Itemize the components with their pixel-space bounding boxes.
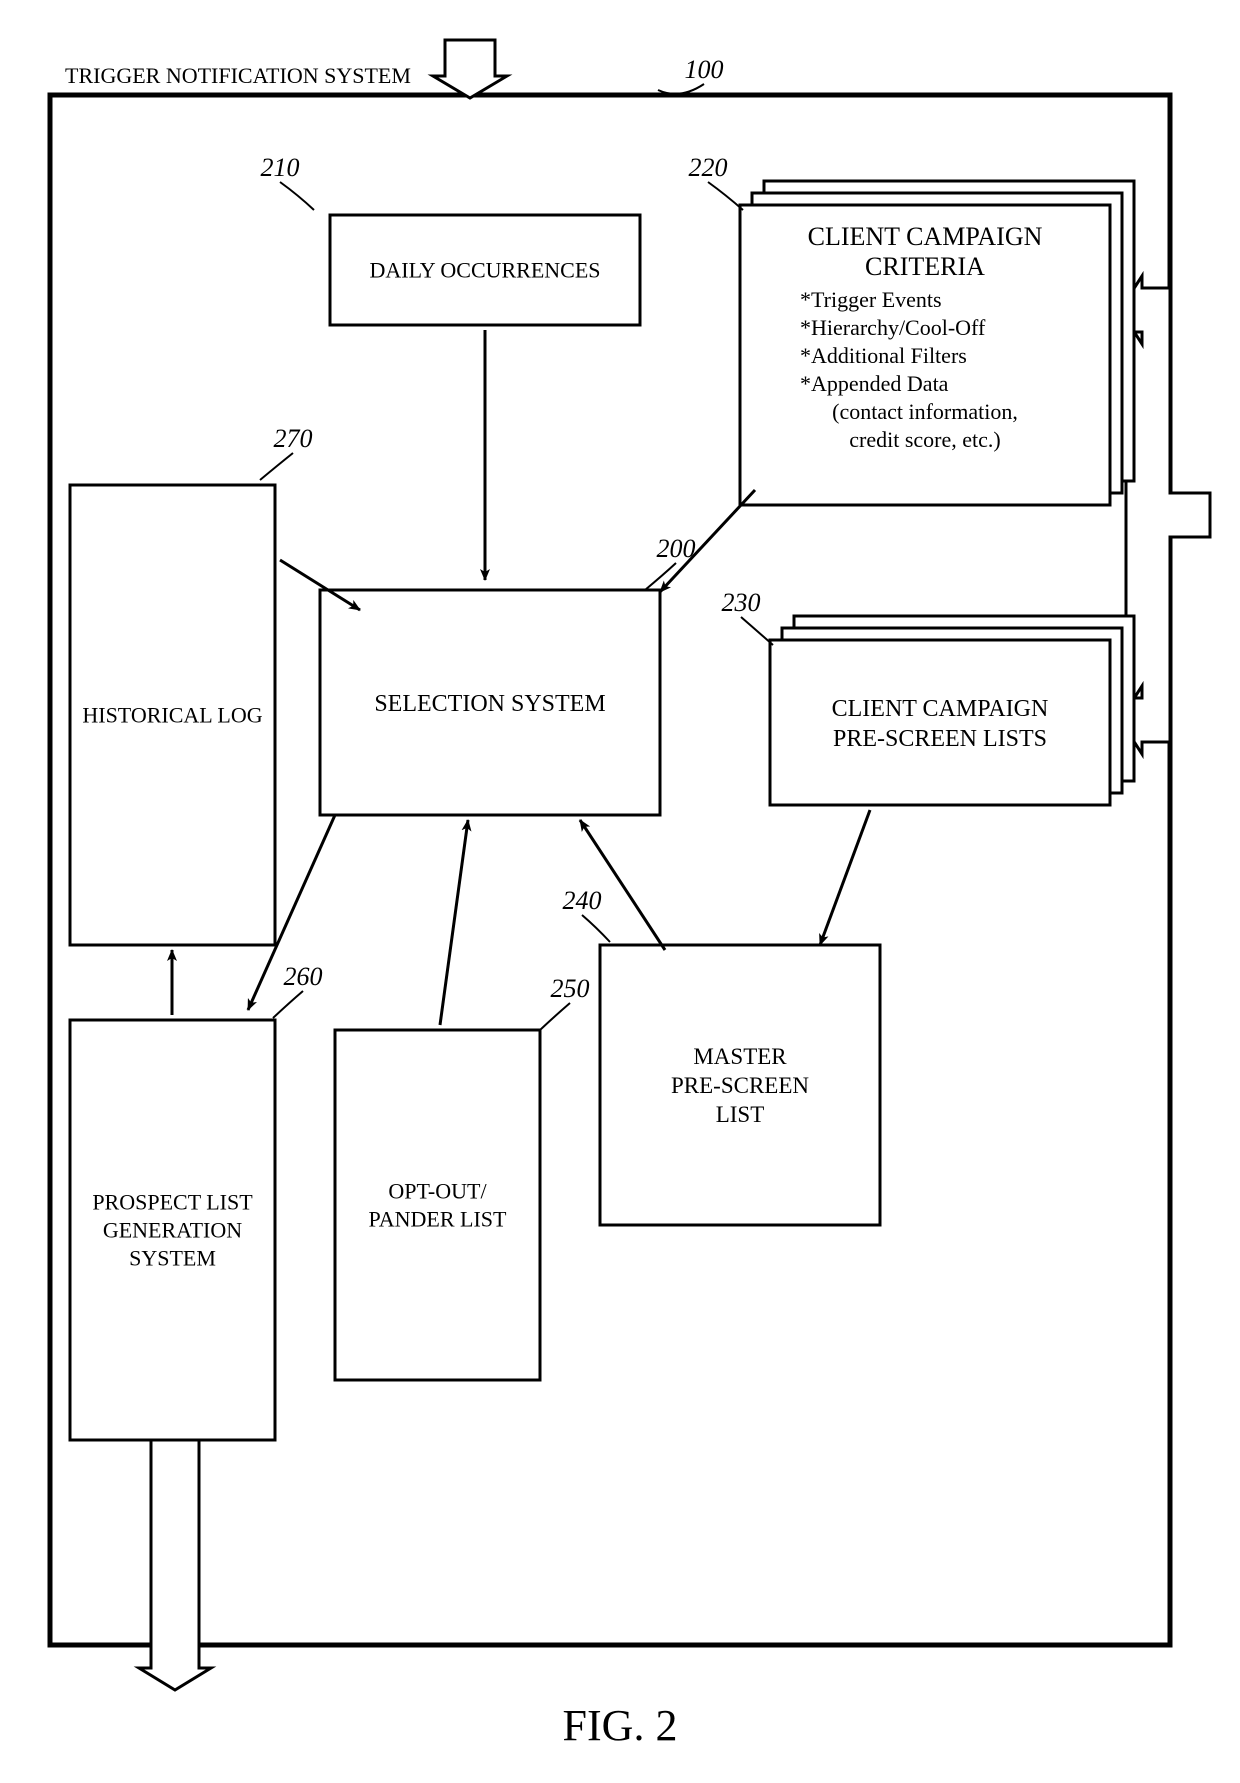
svg-text:OPT-OUT/: OPT-OUT/ — [388, 1179, 487, 1204]
ref-label-210: 210 — [261, 153, 300, 182]
ref-label-200: 200 — [657, 534, 696, 563]
svg-text:*Appended Data: *Appended Data — [800, 371, 949, 396]
svg-text:HISTORICAL LOG: HISTORICAL LOG — [82, 703, 262, 728]
node-daily: DAILY OCCURRENCES — [330, 215, 640, 325]
node-selection: SELECTION SYSTEM — [320, 590, 660, 815]
svg-text:SELECTION SYSTEM: SELECTION SYSTEM — [374, 691, 605, 717]
svg-text:MASTER: MASTER — [693, 1044, 787, 1069]
node-historical: HISTORICAL LOG — [70, 485, 275, 945]
svg-text:(contact information,: (contact information, — [832, 399, 1018, 424]
svg-text:PRE-SCREEN LISTS: PRE-SCREEN LISTS — [833, 726, 1047, 752]
node-criteria: CLIENT CAMPAIGNCRITERIA *Trigger Events *H… — [740, 181, 1134, 505]
node-optout: OPT-OUT/PANDER LIST — [335, 1030, 540, 1380]
ref-label-100: 100 — [685, 55, 724, 84]
svg-text:PANDER LIST: PANDER LIST — [369, 1207, 507, 1232]
ref-label-260: 260 — [284, 962, 323, 991]
ref-label-220: 220 — [689, 153, 728, 182]
ref-label-230: 230 — [722, 588, 761, 617]
ref-label-250: 250 — [551, 974, 590, 1003]
svg-text:PROSPECT LIST: PROSPECT LIST — [92, 1190, 253, 1215]
svg-text:SYSTEM: SYSTEM — [129, 1246, 216, 1271]
ref-leader-100 — [658, 84, 704, 94]
node-prescreen: CLIENT CAMPAIGN PRE-SCREEN LISTS — [770, 616, 1134, 805]
svg-text:*Hierarchy/Cool-Off: *Hierarchy/Cool-Off — [800, 315, 986, 340]
ref-label-270: 270 — [274, 424, 313, 453]
figure-diagram: TRIGGER NOTIFICATION SYSTEM DAILY OCCURRE… — [0, 0, 1240, 1783]
svg-text:*Additional Filters: *Additional Filters — [800, 343, 967, 368]
node-prospect: PROSPECT LIST GENERATION SYSTEM — [70, 1020, 275, 1440]
system-title: TRIGGER NOTIFICATION SYSTEM — [65, 63, 411, 88]
svg-text:credit score, etc.): credit score, etc.) — [849, 427, 1000, 452]
svg-text:CLIENT CAMPAIGN: CLIENT CAMPAIGN — [808, 222, 1043, 251]
svg-text:DAILY OCCURRENCES: DAILY OCCURRENCES — [369, 258, 600, 283]
svg-text:CLIENT CAMPAIGN: CLIENT CAMPAIGN — [832, 696, 1049, 722]
svg-text:GENERATION: GENERATION — [103, 1218, 242, 1243]
figure-label: FIG. 2 — [563, 1701, 678, 1750]
ref-label-240: 240 — [563, 886, 602, 915]
node-master: MASTER PRE-SCREEN LIST — [600, 945, 880, 1225]
svg-text:*Trigger Events: *Trigger Events — [800, 287, 942, 312]
svg-text:LIST: LIST — [716, 1102, 765, 1127]
svg-text:CRITERIA: CRITERIA — [865, 252, 985, 281]
svg-text:PRE-SCREEN: PRE-SCREEN — [671, 1073, 809, 1098]
